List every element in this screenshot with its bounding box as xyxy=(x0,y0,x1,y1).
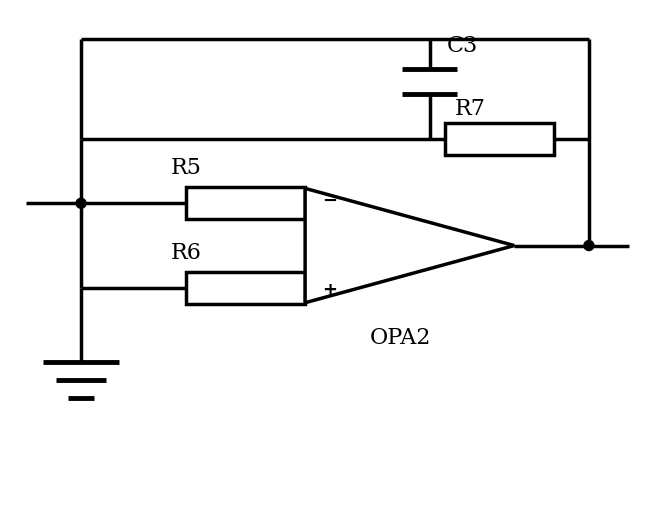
Bar xyxy=(444,123,554,154)
Circle shape xyxy=(76,198,86,208)
Text: OPA2: OPA2 xyxy=(370,327,431,348)
Polygon shape xyxy=(305,188,514,303)
Text: +: + xyxy=(322,281,338,299)
Text: −: − xyxy=(322,193,338,210)
Text: C3: C3 xyxy=(446,35,478,57)
Text: R5: R5 xyxy=(170,157,202,179)
Bar xyxy=(186,187,305,219)
Bar xyxy=(186,272,305,304)
Text: R6: R6 xyxy=(170,242,202,264)
Circle shape xyxy=(584,241,594,250)
Text: R7: R7 xyxy=(454,98,486,120)
